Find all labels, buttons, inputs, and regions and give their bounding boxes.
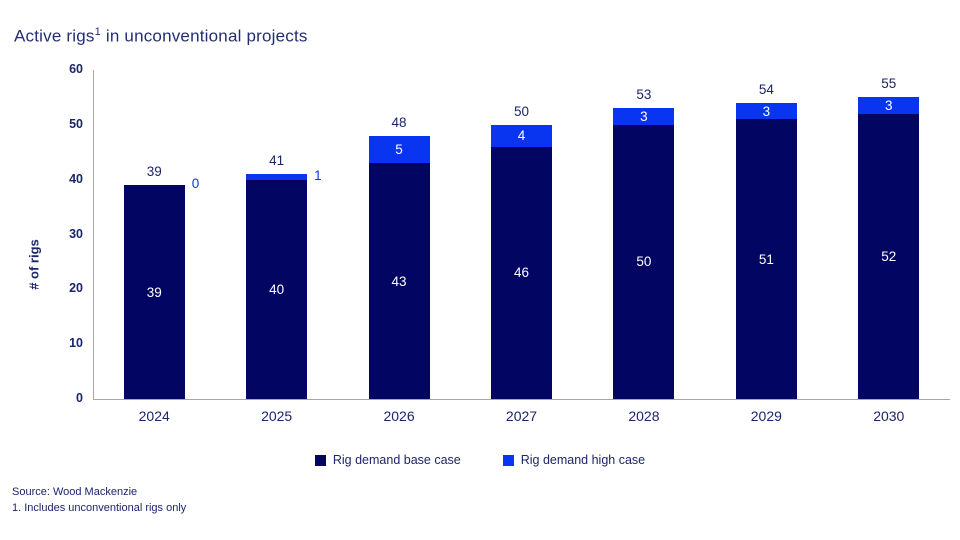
legend-swatch-base-icon (314, 454, 326, 466)
bar-base-2026: 43 (368, 163, 430, 399)
y-tick-label: 60 (69, 62, 83, 76)
chart-title: Active rigs1 in unconventional projects (14, 26, 308, 47)
y-tick-label: 20 (69, 281, 83, 296)
bar-high-value: 3 (762, 103, 771, 119)
chart-title-text-rest: in unconventional projects (100, 26, 308, 46)
x-axis-label-2028: 2028 (628, 408, 660, 424)
x-axis-label-2027: 2027 (505, 408, 538, 424)
bar-high-2029: 3 (735, 102, 797, 120)
y-axis-title: # of rigs (26, 239, 42, 290)
bar-base-2024: 39 (123, 185, 185, 399)
x-axis-label-2026: 2026 (383, 408, 415, 424)
bar-high-value: 3 (885, 98, 893, 114)
y-tick-label: 30 (69, 226, 83, 241)
y-tick-label: 40 (69, 171, 83, 186)
bar-base-value: 39 (146, 284, 162, 300)
bar-base-2030: 52 (858, 113, 920, 399)
bar-high-2030: 3 (858, 97, 920, 114)
bar-total-label: 54 (758, 81, 774, 97)
chart-title-text: Active rigs (14, 26, 95, 46)
x-axis-label-2030: 2030 (873, 408, 905, 424)
bar-total-label: 50 (513, 103, 530, 119)
bar-high-value-outside: 1 (314, 167, 322, 183)
bar-total-label: 55 (881, 76, 897, 92)
bar-base-2029: 51 (735, 119, 797, 399)
x-axis-label-2025: 2025 (261, 408, 293, 424)
bar-total-label: 48 (391, 114, 407, 130)
bar-high-2027: 4 (491, 124, 552, 147)
bar-total-label: 53 (636, 87, 652, 103)
y-tick-label: 0 (76, 391, 83, 405)
bar-high-value: 4 (517, 128, 526, 144)
bar-base-2025: 40 (246, 179, 308, 399)
bar-base-value: 52 (881, 248, 897, 264)
bar-total-label: 41 (269, 153, 285, 169)
x-axis-line (93, 399, 950, 400)
bar-base-value: 40 (269, 281, 285, 297)
bar-high-value: 3 (640, 109, 648, 125)
bar-high-value: 5 (395, 142, 403, 157)
bar-base-2027: 46 (491, 146, 552, 399)
source-line: Source: Wood Mackenzie (12, 486, 138, 498)
chart-legend: Rig demand base case Rig demand high cas… (0, 453, 960, 467)
x-axis-label-2029: 2029 (750, 408, 782, 424)
bar-base-value: 46 (513, 265, 530, 281)
legend-label-high: Rig demand high case (520, 453, 646, 467)
chart-title-footnote-marker: 1 (94, 26, 101, 38)
legend-label-base: Rig demand base case (332, 453, 461, 467)
bar-high-2028: 3 (613, 108, 675, 125)
y-axis-line (93, 70, 94, 399)
chart-footer: Source: Wood Mackenzie 1. Includes uncon… (12, 484, 186, 516)
bar-total-label: 39 (146, 164, 162, 180)
bar-base-value: 50 (636, 254, 652, 270)
legend-item-high-case: Rig demand high case (502, 453, 646, 467)
y-tick-label: 50 (69, 116, 83, 131)
bar-high-value-outside: 0 (191, 176, 200, 192)
bar-base-value: 43 (391, 273, 407, 289)
y-tick-label: 10 (69, 336, 83, 351)
footnote-line: 1. Includes unconventional rigs only (12, 502, 187, 514)
bar-high-2026: 5 (368, 135, 430, 164)
bar-base-2028: 50 (613, 124, 675, 399)
bar-high-2025 (246, 174, 308, 180)
x-axis-label-2024: 2024 (138, 408, 170, 424)
legend-swatch-high-icon (502, 454, 514, 466)
legend-item-base-case: Rig demand base case (314, 453, 461, 467)
bar-base-value: 51 (758, 251, 774, 267)
